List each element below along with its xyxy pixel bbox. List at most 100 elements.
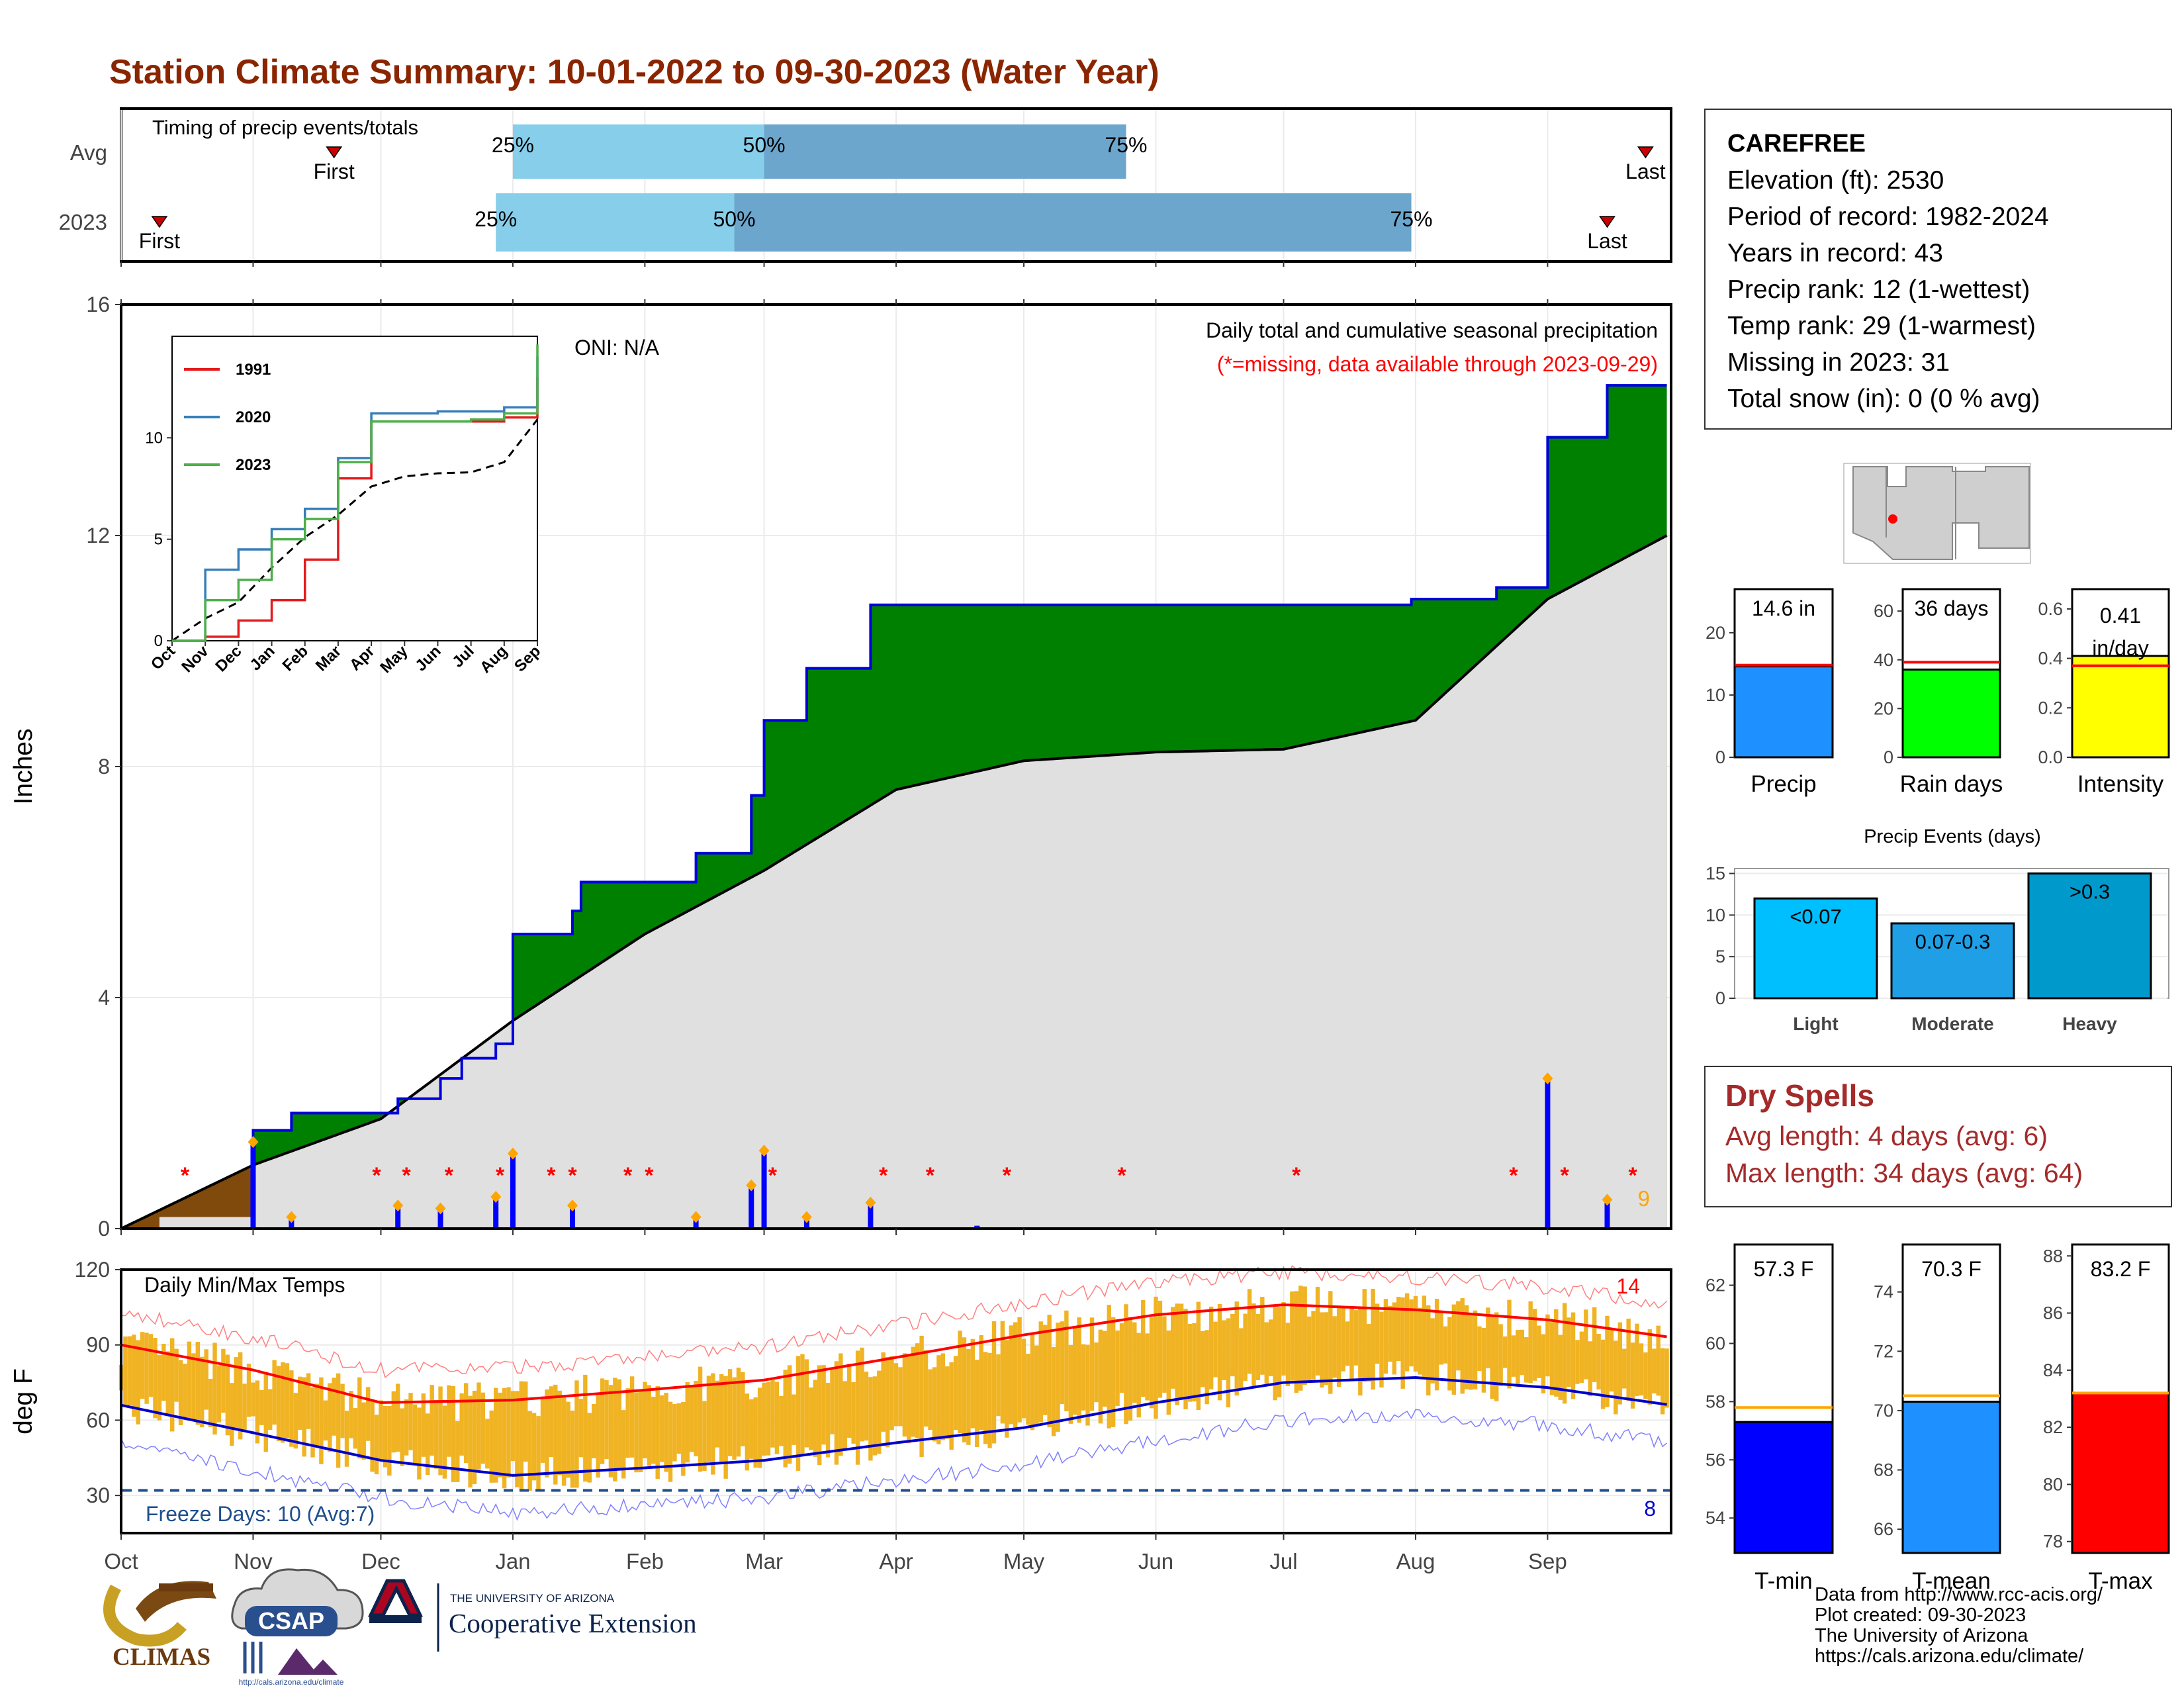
daily-temp-bar bbox=[1290, 1291, 1295, 1381]
daily-temp-bar bbox=[1456, 1301, 1461, 1371]
daily-temp-bar bbox=[936, 1355, 941, 1444]
events-bar bbox=[1753, 897, 1878, 1000]
daily-temp-bar bbox=[796, 1356, 801, 1471]
temp-mini-ytick-label: 54 bbox=[1706, 1508, 1725, 1528]
daily-temp-bar bbox=[306, 1373, 311, 1429]
missing-data-marker: * bbox=[768, 1163, 778, 1188]
daily-temp-bar bbox=[587, 1413, 592, 1483]
daily-precip-bar bbox=[493, 1197, 499, 1229]
daily-temp-bar bbox=[170, 1338, 175, 1432]
station-name: CAREFREE bbox=[1727, 130, 1866, 158]
daily-temp-bar bbox=[1447, 1317, 1452, 1391]
daily-temp-bar bbox=[1498, 1324, 1503, 1386]
footer-line: Plot created: 09-30-2023 bbox=[1815, 1605, 2026, 1626]
daily-temp-bar bbox=[267, 1389, 273, 1430]
events-bar-label: Light bbox=[1793, 1013, 1838, 1034]
daily-temp-bar bbox=[842, 1381, 847, 1450]
temp-mini-ytick-label: 80 bbox=[2043, 1474, 2063, 1494]
daily-temp-bar bbox=[221, 1348, 226, 1413]
daily-temp-bar bbox=[1005, 1340, 1009, 1438]
daily-temp-bar bbox=[246, 1364, 251, 1417]
missing-data-marker: * bbox=[1117, 1163, 1126, 1188]
daily-temp-bar bbox=[1264, 1322, 1269, 1384]
daily-temp-bar bbox=[1511, 1335, 1516, 1377]
daily-temp-bar bbox=[1567, 1317, 1571, 1387]
missing-data-marker: * bbox=[568, 1163, 577, 1188]
daily-temp-bar bbox=[872, 1376, 878, 1456]
daily-temp-bar bbox=[949, 1362, 954, 1450]
missing-data-marker: * bbox=[645, 1163, 654, 1188]
daily-temp-bar bbox=[681, 1402, 686, 1476]
record-min-line bbox=[120, 1409, 1668, 1521]
precip-note: Daily total and cumulative seasonal prec… bbox=[1206, 318, 1658, 342]
temp-xtick-label: Jul bbox=[1269, 1549, 1297, 1573]
missing-data-marker: * bbox=[879, 1163, 888, 1188]
daily-temp-bar bbox=[809, 1387, 813, 1450]
missing-data-marker: * bbox=[181, 1163, 190, 1188]
mini-chart-bar bbox=[1733, 665, 1834, 759]
daily-temp-bar bbox=[983, 1352, 988, 1444]
daily-temp-bar bbox=[204, 1349, 208, 1410]
daily-temp-bar bbox=[323, 1400, 328, 1441]
inset-avg-line bbox=[171, 418, 539, 642]
daily-temp-bar bbox=[966, 1348, 971, 1445]
temp-mini-ytick-label: 66 bbox=[1874, 1519, 1893, 1539]
mini-chart-bar bbox=[2071, 655, 2170, 759]
daily-temp-bar bbox=[319, 1377, 324, 1464]
daily-temp-bar bbox=[153, 1338, 158, 1419]
daily-temp-bar bbox=[1579, 1331, 1584, 1383]
daily-temp-bar bbox=[1042, 1325, 1048, 1415]
timing-panel: Timing of precip events/totals Avg 2023 … bbox=[59, 107, 1672, 267]
dry-spells-box: Dry Spells Avg length: 4 days (avg: 6) M… bbox=[1704, 1066, 2172, 1207]
missing-data-marker: * bbox=[1003, 1163, 1012, 1188]
daily-temp-bar bbox=[1486, 1307, 1490, 1368]
daily-precip-bar bbox=[570, 1205, 576, 1229]
daily-temp-bar bbox=[225, 1354, 230, 1436]
daily-temp-bar bbox=[774, 1382, 780, 1454]
daily-temp-bar bbox=[1047, 1315, 1052, 1428]
daily-temp-bar bbox=[1030, 1334, 1035, 1430]
csap-logo: CSAP http://cals.arizona.edu/climate bbox=[231, 1568, 364, 1687]
temp-xtick-label: Nov bbox=[234, 1549, 273, 1573]
mini-chart-ytick-label: 20 bbox=[1874, 698, 1893, 718]
daily-temp-bar bbox=[1085, 1344, 1090, 1426]
daily-temp-bar bbox=[1064, 1310, 1069, 1412]
timing-bar-dark bbox=[764, 124, 1126, 179]
daily-temp-bar bbox=[902, 1353, 907, 1437]
temp-mini-value: 83.2 F bbox=[2091, 1257, 2151, 1281]
daily-temp-bar bbox=[1371, 1288, 1375, 1390]
daily-temp-bar bbox=[783, 1370, 788, 1468]
oni-label: ONI: N/A bbox=[574, 336, 660, 359]
daily-temp-bar bbox=[711, 1373, 715, 1475]
precip-days-count: 9 bbox=[1638, 1186, 1650, 1211]
daily-temp-bar bbox=[1400, 1297, 1405, 1389]
daily-temp-bar bbox=[1490, 1315, 1494, 1399]
mini-chart-ytick-label: 40 bbox=[1874, 650, 1893, 670]
daily-temp-bar bbox=[868, 1377, 873, 1461]
temp-panel: 30 60 90 120 Oct Nov Dec Jan Feb Mar Apr May Jun Jul A… bbox=[9, 1258, 1672, 1573]
inset-series-line bbox=[172, 344, 539, 642]
daily-temp-bar bbox=[1111, 1317, 1116, 1427]
daily-temp-bar bbox=[1545, 1314, 1550, 1377]
daily-temp-bar bbox=[178, 1360, 183, 1425]
daily-temp-bar bbox=[834, 1361, 839, 1465]
mini-chart-label: Intensity bbox=[2077, 771, 2164, 797]
daily-temp-bar bbox=[1502, 1336, 1508, 1368]
daily-temp-bar bbox=[770, 1380, 775, 1448]
freeze-days-label: Freeze Days: 10 (Avg:7) bbox=[146, 1502, 375, 1526]
daily-temp-bar bbox=[1226, 1318, 1231, 1408]
daily-temp-bar bbox=[527, 1411, 532, 1491]
timing-p25-label: 25% bbox=[475, 207, 517, 231]
daily-temp-bar bbox=[255, 1380, 260, 1444]
daily-temp-bar bbox=[915, 1343, 920, 1438]
missing-data-marker: * bbox=[1561, 1163, 1570, 1188]
timing-p50-label: 50% bbox=[743, 133, 786, 157]
temp-mini-label: T-mean bbox=[1912, 1568, 1991, 1594]
daily-temp-bar bbox=[647, 1385, 652, 1466]
daily-temp-bar bbox=[1443, 1326, 1448, 1364]
daily-temp-bar bbox=[792, 1394, 796, 1445]
daily-temp-bar bbox=[621, 1410, 626, 1479]
daily-temp-bar bbox=[1588, 1341, 1592, 1397]
daily-temp-bar bbox=[877, 1370, 882, 1454]
